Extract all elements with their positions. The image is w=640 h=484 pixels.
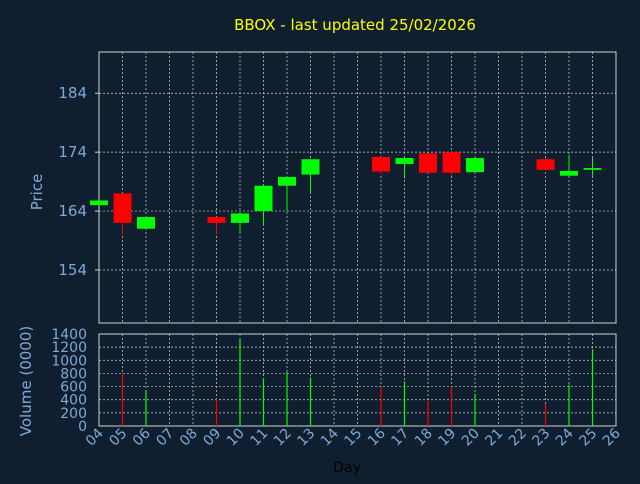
volume-y-tick-label: 200 <box>60 406 87 422</box>
volume-axis-label: Volume (0000) <box>17 326 35 436</box>
candle-body-25 <box>583 168 602 170</box>
day-tick-label: 19 <box>435 426 459 450</box>
day-tick-label: 08 <box>177 426 201 450</box>
day-tick-label: 05 <box>106 426 130 450</box>
volume-y-tick-label: 0 <box>78 419 87 435</box>
candle-body-24 <box>560 171 578 176</box>
day-tick-label: 09 <box>200 426 224 450</box>
candle-body-20 <box>466 158 484 173</box>
price-panel: 154 164 174 184 <box>58 51 617 324</box>
price-y-tick-label: 164 <box>58 202 87 220</box>
candle-body-11 <box>254 185 273 212</box>
volume-y-tick-label: 600 <box>60 380 87 396</box>
day-tick-label: 10 <box>224 426 248 450</box>
candle-body-04 <box>90 200 108 206</box>
day-axis-label: Day <box>333 460 361 476</box>
day-tick-label: 16 <box>365 425 389 449</box>
chart-title: BBOX - last updated 25/02/2026 <box>234 16 476 34</box>
volume-y-tick-label: 1200 <box>51 340 87 356</box>
day-tick-label: 11 <box>247 426 271 450</box>
day-tick-label: 20 <box>459 426 483 450</box>
candle-body-05 <box>113 193 132 223</box>
candle-body-10 <box>231 213 249 223</box>
price-y-tick-label: 154 <box>58 261 87 279</box>
day-tick-label: 13 <box>294 426 318 450</box>
day-tick-label: 14 <box>318 425 342 449</box>
candle-body-13 <box>301 159 320 175</box>
day-tick-label: 23 <box>529 426 553 450</box>
day-tick-label: 25 <box>576 426 600 450</box>
day-tick-label: 24 <box>553 425 577 449</box>
volume-y-tick-label: 1000 <box>51 353 87 369</box>
day-tick-label: 18 <box>412 426 436 450</box>
volume-y-tick-label: 800 <box>60 366 87 382</box>
candle-body-23 <box>536 159 555 170</box>
candle-body-19 <box>442 152 461 173</box>
price-axis-label: Price <box>28 174 46 211</box>
day-tick-label: 06 <box>130 425 154 449</box>
volume-y-tick-label: 1400 <box>51 327 87 343</box>
candle-body-09 <box>207 216 226 223</box>
candle-body-18 <box>419 153 437 173</box>
volume-y-tick-label: 400 <box>60 393 87 409</box>
day-tick-label: 17 <box>388 426 412 450</box>
price-y-tick-label: 174 <box>58 143 87 161</box>
day-tick-label: 26 <box>600 425 624 449</box>
candle-body-12 <box>278 176 296 186</box>
day-tick-label: 07 <box>153 426 177 450</box>
candle-body-17 <box>395 158 414 164</box>
candle-body-16 <box>372 156 390 172</box>
day-tick-label: 22 <box>506 426 530 450</box>
day-tick-label: 12 <box>271 426 295 450</box>
candle-body-06 <box>137 216 155 229</box>
price-y-tick-label: 184 <box>58 84 87 102</box>
day-tick-label: 15 <box>341 426 365 450</box>
day-tick-label: 21 <box>482 426 506 450</box>
